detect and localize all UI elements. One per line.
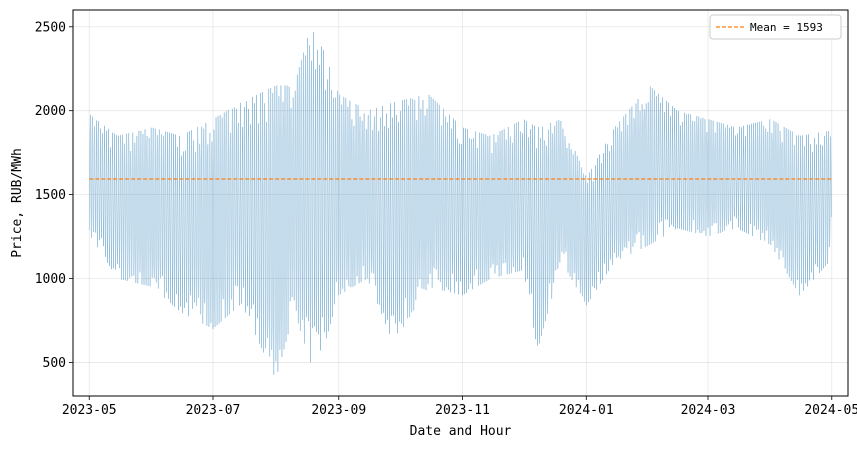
y-axis-label: Price, RUB/MWh xyxy=(10,148,25,258)
x-tick-label: 2024-01 xyxy=(559,403,614,418)
price-series xyxy=(89,32,832,375)
legend-label-mean: Mean = 1593 xyxy=(750,21,823,34)
y-tick-label: 500 xyxy=(43,356,66,371)
x-tick-label: 2024-05 xyxy=(804,403,857,418)
x-tick-label: 2023-07 xyxy=(186,403,241,418)
y-tick-label: 1500 xyxy=(35,188,66,203)
y-tick-label: 1000 xyxy=(35,272,66,287)
price-line xyxy=(89,32,832,375)
y-tick-label: 2500 xyxy=(35,20,66,35)
legend-box xyxy=(709,14,842,40)
legend: Mean = 1593 xyxy=(709,14,842,40)
x-tick-label: 2023-05 xyxy=(62,403,117,418)
plot-frame xyxy=(72,9,849,397)
y-tick-label: 2000 xyxy=(35,104,66,119)
x-tick-label: 2023-09 xyxy=(311,403,366,418)
y-axis-ticks: 500 1000 1500 2000 2500 xyxy=(35,20,73,371)
x-tick-label: 2023-11 xyxy=(435,403,490,418)
x-axis-label: Date and Hour xyxy=(410,424,512,439)
x-tick-label: 2024-03 xyxy=(681,403,736,418)
x-axis-ticks: 2023-05 2023-07 2023-09 2023-11 2024-01 2024-… xyxy=(62,396,857,418)
